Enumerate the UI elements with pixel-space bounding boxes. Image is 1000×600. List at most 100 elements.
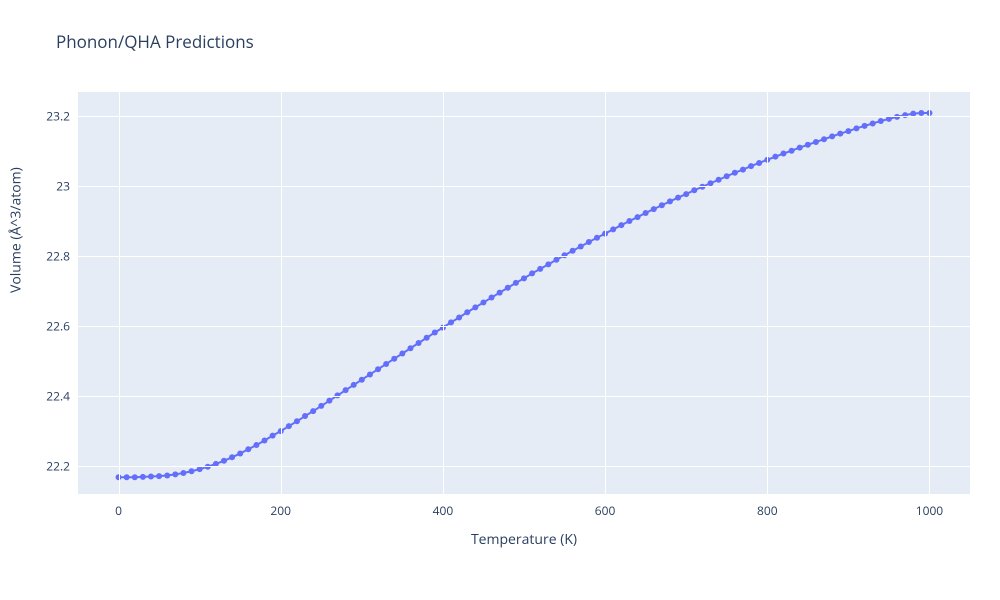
data-point[interactable] — [578, 244, 584, 250]
data-point[interactable] — [237, 450, 243, 456]
data-point[interactable] — [505, 285, 511, 291]
data-point[interactable] — [132, 474, 138, 480]
data-point[interactable] — [497, 290, 503, 296]
data-point[interactable] — [399, 350, 405, 356]
data-point[interactable] — [221, 458, 227, 464]
data-point[interactable] — [862, 123, 868, 129]
data-point[interactable] — [489, 295, 495, 301]
data-point[interactable] — [626, 218, 632, 224]
data-point[interactable] — [156, 473, 162, 479]
data-point[interactable] — [229, 454, 235, 460]
data-point[interactable] — [148, 474, 154, 480]
data-point[interactable] — [813, 139, 819, 145]
data-point[interactable] — [821, 136, 827, 142]
x-tick-label: 1000 — [916, 502, 943, 519]
data-point[interactable] — [456, 314, 462, 320]
data-point[interactable] — [675, 195, 681, 201]
data-point[interactable] — [164, 472, 170, 478]
data-point[interactable] — [172, 471, 178, 477]
data-point[interactable] — [635, 214, 641, 220]
data-point[interactable] — [545, 261, 551, 267]
data-point[interactable] — [659, 202, 665, 208]
data-point[interactable] — [318, 403, 324, 409]
data-point[interactable] — [845, 128, 851, 134]
data-point[interactable] — [829, 133, 835, 139]
data-point[interactable] — [918, 110, 924, 116]
data-point[interactable] — [732, 170, 738, 176]
x-tick-label: 400 — [433, 502, 454, 519]
data-point[interactable] — [343, 387, 349, 393]
data-point[interactable] — [124, 474, 130, 480]
data-point[interactable] — [286, 423, 292, 429]
data-point[interactable] — [140, 474, 146, 480]
y-tick-label: 23.2 — [46, 108, 70, 125]
data-point[interactable] — [310, 408, 316, 414]
data-point[interactable] — [562, 252, 568, 258]
plot-svg — [78, 92, 970, 494]
data-point[interactable] — [772, 154, 778, 160]
x-tick-label: 800 — [757, 502, 778, 519]
data-point[interactable] — [375, 366, 381, 372]
data-point[interactable] — [424, 335, 430, 341]
data-point[interactable] — [391, 356, 397, 362]
data-point[interactable] — [189, 468, 195, 474]
data-point[interactable] — [716, 177, 722, 183]
data-point[interactable] — [805, 142, 811, 148]
data-point[interactable] — [448, 319, 454, 325]
data-point[interactable] — [367, 371, 373, 377]
chart-container: Phonon/QHA Predictions Volume (Å^3/atom)… — [0, 0, 1000, 600]
data-point[interactable] — [586, 239, 592, 245]
data-point[interactable] — [245, 446, 251, 452]
data-point[interactable] — [294, 418, 300, 424]
data-point[interactable] — [789, 148, 795, 154]
series-line — [119, 113, 930, 477]
data-point[interactable] — [302, 413, 308, 419]
x-tick-label: 200 — [270, 502, 291, 519]
data-point[interactable] — [270, 433, 276, 439]
data-point[interactable] — [878, 118, 884, 124]
data-point[interactable] — [537, 266, 543, 272]
data-point[interactable] — [740, 167, 746, 173]
data-point[interactable] — [870, 120, 876, 126]
data-point[interactable] — [610, 226, 616, 232]
data-point[interactable] — [691, 187, 697, 193]
data-point[interactable] — [683, 191, 689, 197]
data-point[interactable] — [513, 280, 519, 286]
data-point[interactable] — [529, 270, 535, 276]
data-point[interactable] — [724, 173, 730, 179]
data-point[interactable] — [594, 235, 600, 241]
data-point[interactable] — [837, 131, 843, 137]
data-point[interactable] — [197, 466, 203, 472]
data-point[interactable] — [667, 198, 673, 204]
data-point[interactable] — [359, 377, 365, 383]
data-point[interactable] — [383, 361, 389, 367]
data-point[interactable] — [351, 382, 357, 388]
data-point[interactable] — [464, 309, 470, 315]
data-point[interactable] — [651, 206, 657, 212]
y-tick-label: 22.2 — [46, 458, 70, 475]
data-point[interactable] — [643, 210, 649, 216]
data-point[interactable] — [416, 340, 422, 346]
data-point[interactable] — [407, 345, 413, 351]
data-point[interactable] — [780, 151, 786, 157]
data-point[interactable] — [472, 304, 478, 310]
data-point[interactable] — [253, 442, 259, 448]
data-point[interactable] — [756, 160, 762, 166]
data-point[interactable] — [480, 299, 486, 305]
data-point[interactable] — [570, 248, 576, 254]
data-point[interactable] — [180, 470, 186, 476]
data-point[interactable] — [553, 257, 559, 263]
data-point[interactable] — [326, 398, 332, 404]
data-point[interactable] — [521, 275, 527, 281]
data-point[interactable] — [708, 180, 714, 186]
data-point[interactable] — [618, 222, 624, 228]
data-point[interactable] — [797, 145, 803, 151]
plot-area — [78, 92, 970, 494]
x-tick-label: 0 — [115, 502, 122, 519]
data-point[interactable] — [748, 163, 754, 169]
data-point[interactable] — [432, 330, 438, 336]
y-tick-label: 22.6 — [46, 318, 70, 335]
gridline-h — [78, 256, 970, 257]
data-point[interactable] — [262, 438, 268, 444]
data-point[interactable] — [853, 125, 859, 131]
